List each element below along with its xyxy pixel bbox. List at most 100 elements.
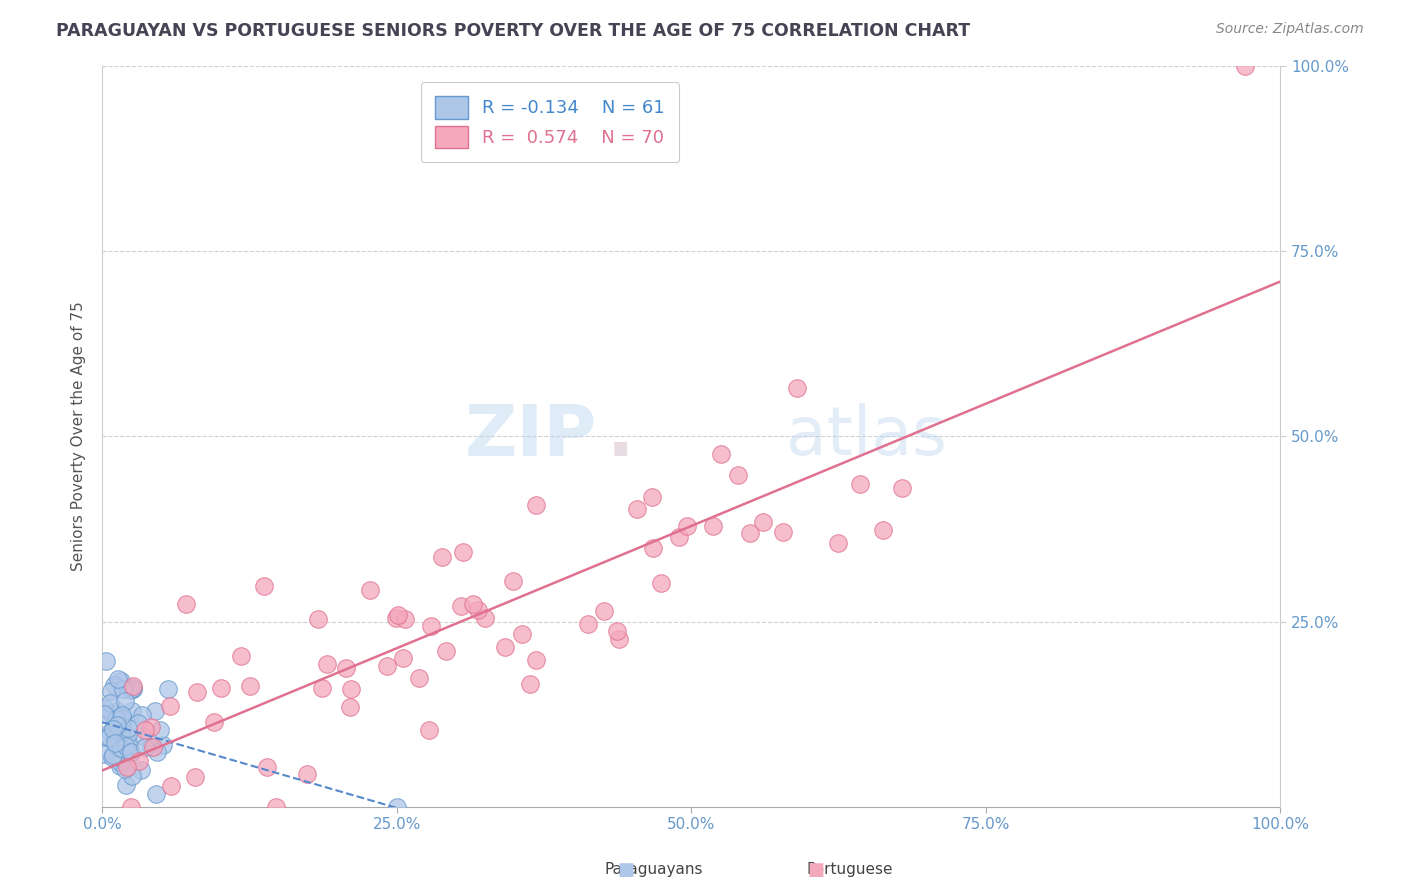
Point [121,769,143,783]
Point [107,672,129,686]
Point [451,545,474,559]
Text: Source: ZipAtlas.com: Source: ZipAtlas.com [1216,22,1364,37]
Point [100,706,122,720]
Point [104,729,127,743]
Point [848,477,870,491]
Point [576,617,599,632]
Point [127,716,149,731]
Point [295,767,318,781]
Point [105,712,128,726]
Point [105,720,128,734]
Point [121,704,143,718]
Point [252,579,274,593]
Point [143,704,166,718]
Point [786,381,808,395]
Legend: R = -0.134    N = 61, R =  0.574    N = 70: R = -0.134 N = 61, R = 0.574 N = 70 [420,82,679,162]
Point [139,739,162,754]
Point [104,736,127,750]
Point [606,624,628,638]
Point [120,800,142,814]
Point [103,722,125,736]
Point [142,740,165,755]
Point [103,678,125,692]
Point [111,733,134,747]
Point [96,730,118,744]
Point [229,648,252,663]
Point [184,770,207,784]
Point [335,661,357,675]
Point [668,530,690,544]
Point [122,681,145,695]
Point [114,762,136,776]
Point [430,550,453,565]
Point [738,525,761,540]
Point [384,611,406,625]
Point [134,740,156,755]
Point [339,700,361,714]
Point [450,599,472,613]
Point [100,749,122,764]
Point [111,707,134,722]
Point [149,723,172,737]
Point [524,652,547,666]
Point [827,536,849,550]
Point [641,491,664,505]
Point [710,447,733,461]
Text: atlas: atlas [786,403,946,469]
Point [97,731,120,745]
Point [108,755,131,769]
Text: Portuguese: Portuguese [806,863,893,877]
Point [311,681,333,696]
Point [120,683,142,698]
Point [502,574,524,589]
Point [117,721,139,735]
Point [752,515,775,529]
Point [891,481,914,495]
Point [128,754,150,768]
Point [420,619,443,633]
Point [375,659,398,673]
Point [1234,59,1257,73]
Text: .: . [607,401,634,471]
Point [392,650,415,665]
Point [675,519,697,533]
Point [592,604,614,618]
Point [307,612,329,626]
Point [120,745,142,759]
Point [510,627,533,641]
Point [117,727,139,741]
Point [145,787,167,801]
Point [131,763,153,777]
Point [626,502,648,516]
Point [494,640,516,655]
Point [104,731,127,746]
Point [418,723,440,738]
Point [117,737,139,751]
Y-axis label: Seniors Poverty Over the Age of 75: Seniors Poverty Over the Age of 75 [72,301,86,571]
Point [385,800,408,814]
Point [394,612,416,626]
Point [174,597,197,611]
Point [98,725,121,739]
Point [112,712,135,726]
Point [316,657,339,672]
Point [408,672,430,686]
Point [114,739,136,753]
Point [519,677,541,691]
Point [134,723,156,738]
Point [772,525,794,540]
Point [239,679,262,693]
Point [115,759,138,773]
Point [98,696,121,710]
Point [108,741,131,756]
Point [650,575,672,590]
Point [110,741,132,756]
Point [152,738,174,752]
Point [93,747,115,762]
Point [160,779,183,793]
Point [111,730,134,744]
Point [93,706,115,721]
Point [120,746,142,760]
Point [114,778,136,792]
Point [131,708,153,723]
